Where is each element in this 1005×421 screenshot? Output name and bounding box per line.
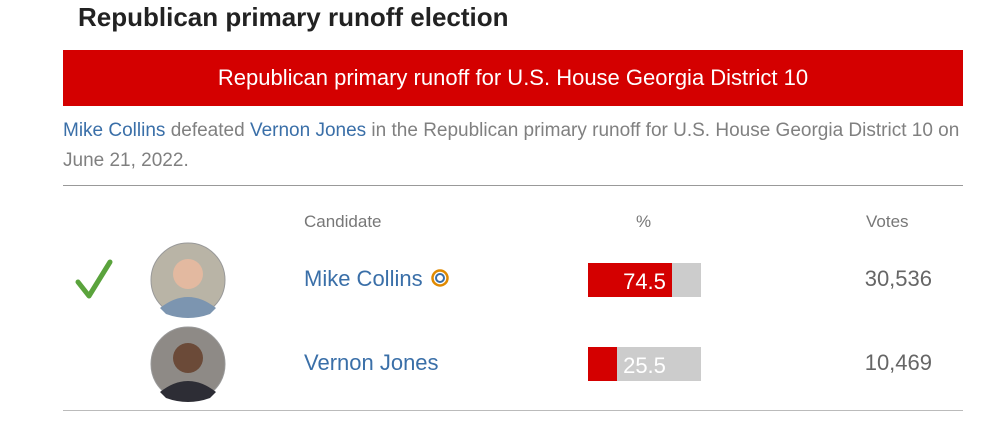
- percent-label: 74.5: [623, 269, 666, 294]
- percent-bar: [588, 347, 617, 381]
- loser-link[interactable]: Vernon Jones: [249, 120, 367, 141]
- check-icon: [75, 259, 113, 299]
- divider: [63, 185, 963, 186]
- heading: Republican primary runoff election: [78, 2, 509, 32]
- banner: Republican primary runoff for U.S. House…: [63, 50, 963, 106]
- percent-bar-track: 25.5: [588, 347, 701, 381]
- candidate-name[interactable]: Vernon Jones: [304, 350, 439, 375]
- column-header: Votes: [866, 212, 909, 231]
- avatar: [150, 242, 226, 318]
- percent-bar-track: 74.5: [588, 263, 701, 297]
- candidate-photo: [150, 242, 226, 318]
- incumbent-icon: [430, 267, 449, 293]
- divider: [63, 410, 963, 411]
- avatar: [150, 326, 226, 402]
- votes: 10,469: [864, 350, 932, 375]
- column-header: Candidate: [304, 212, 382, 231]
- column-header: %: [636, 212, 652, 231]
- winner-link[interactable]: Mike Collins: [63, 120, 166, 141]
- summary-text: defeated: [165, 120, 250, 141]
- winner-check: [74, 258, 114, 302]
- summary-text: in the Republican primary runoff for U.S…: [63, 120, 960, 171]
- votes: 30,536: [864, 266, 932, 291]
- summary: Mike Collins defeated Vernon Jones in th…: [63, 116, 968, 176]
- candidate-name[interactable]: Mike Collins: [304, 266, 449, 293]
- percent-label: 25.5: [623, 353, 666, 378]
- candidate-photo: [150, 326, 226, 402]
- percent-bar: [588, 263, 673, 297]
